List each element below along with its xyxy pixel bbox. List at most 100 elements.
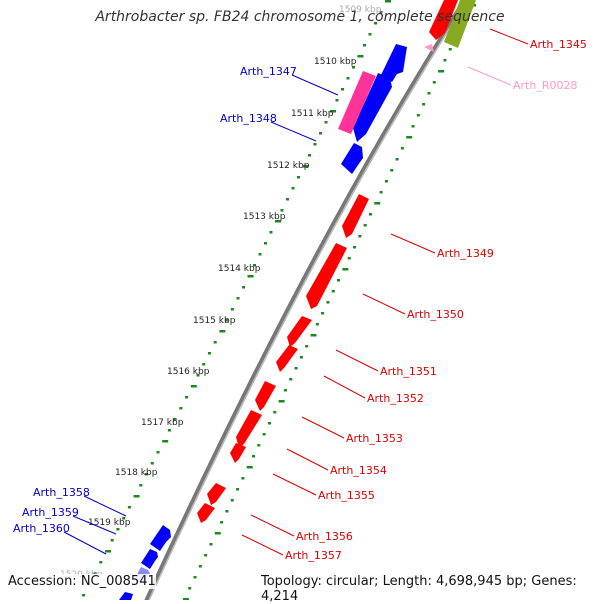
gc-tick [196, 374, 200, 377]
gc-tick [374, 202, 381, 205]
gene-arrow-reverse[interactable] [255, 381, 276, 411]
gc-tick [225, 510, 229, 513]
gc-tick [299, 356, 303, 359]
gene-label-arth_r0028[interactable]: Arth_R0028 [513, 79, 577, 92]
gc-tick [289, 378, 293, 381]
gc-tick [127, 506, 131, 509]
gene-arrow-forward[interactable] [141, 549, 158, 569]
gc-tick [315, 323, 319, 326]
gc-tick [230, 499, 234, 502]
kbp-tick-label: 1516 kbp [167, 367, 210, 377]
gc-tick [99, 561, 103, 564]
callout-line [241, 534, 284, 556]
gc-tick [385, 0, 391, 3]
gc-tick [204, 554, 208, 557]
gene-arrow-forward[interactable] [119, 592, 133, 600]
gene-label-arth_1345[interactable]: Arth_1345 [530, 38, 587, 51]
gc-tick [406, 136, 413, 139]
gc-tick [342, 268, 349, 271]
gene-arrow-reverse[interactable] [429, 0, 458, 40]
gene-label-arth_1359[interactable]: Arth_1359 [22, 506, 79, 519]
gc-tick [302, 165, 309, 168]
gc-tick [122, 517, 126, 520]
gc-tick [198, 565, 202, 568]
gene-label-arth_1352[interactable]: Arth_1352 [367, 392, 424, 405]
gc-tick [337, 279, 341, 282]
gc-tick [384, 180, 388, 183]
kbp-tick-label: 1513 kbp [243, 212, 286, 222]
gene-label-arth_1347[interactable]: Arth_1347 [240, 65, 297, 78]
gene-arrow-reverse[interactable] [230, 443, 246, 463]
kbp-tick-label: 1517 kbp [141, 418, 184, 428]
gc-tick [358, 235, 362, 238]
gene-label-arth_1353[interactable]: Arth_1353 [346, 432, 403, 445]
gene-arrow-reverse[interactable] [306, 243, 347, 309]
gc-tick [236, 297, 240, 300]
kbp-tick-label: 1512 kbp [267, 161, 310, 171]
gc-tick [182, 598, 189, 600]
gc-tick [110, 539, 114, 542]
chromosome-backbone [144, 0, 469, 600]
gene-arrow-forward[interactable] [381, 44, 407, 82]
gc-tick [280, 209, 284, 212]
callout-line [362, 293, 406, 315]
gene-label-arth_1348[interactable]: Arth_1348 [220, 112, 277, 125]
gc-tick [93, 572, 97, 575]
gc-tick [374, 22, 377, 25]
gc-tick [105, 550, 111, 553]
kbp-tick-label: 1514 kbp [218, 264, 261, 274]
gc-tick [190, 385, 197, 388]
gene-label-arth_1358[interactable]: Arth_1358 [33, 486, 90, 499]
gene-arrow-reverse[interactable] [207, 483, 226, 505]
gene-label-arth_1360[interactable]: Arth_1360 [13, 522, 70, 535]
gene-arrow-reverse[interactable] [197, 503, 215, 523]
gc-tick [278, 400, 285, 403]
gc-tick [185, 396, 189, 399]
gc-tick [363, 44, 366, 47]
gc-tick [253, 264, 256, 267]
callout-line [390, 233, 436, 254]
gc-tick [150, 462, 154, 465]
gene-label-arth_1356[interactable]: Arth_1356 [296, 530, 353, 543]
gc-tick [283, 389, 287, 392]
gc-tick [294, 367, 298, 370]
gc-tick [297, 176, 300, 179]
misc-feature[interactable] [444, 0, 476, 48]
gene-label-arth_1351[interactable]: Arth_1351 [380, 365, 437, 378]
gc-tick [202, 363, 206, 366]
gc-tick [363, 224, 367, 227]
gene-arrow-forward[interactable] [353, 73, 392, 142]
trna-feature[interactable] [424, 44, 434, 52]
gene-label-arth_1349[interactable]: Arth_1349 [437, 247, 494, 260]
gc-tick [346, 77, 350, 80]
gc-tick [335, 99, 339, 102]
gene-label-arth_1350[interactable]: Arth_1350 [407, 308, 464, 321]
gene-arrow-reverse[interactable] [276, 345, 298, 372]
gc-tick [286, 198, 289, 201]
accession-label: Accession: NC_008541 [8, 574, 156, 589]
gene-label-arth_1357[interactable]: Arth_1357 [285, 549, 342, 562]
gene-label-arth_1354[interactable]: Arth_1354 [330, 464, 387, 477]
gc-tick [264, 242, 267, 245]
gc-tick [225, 319, 229, 322]
gene-arrow-forward[interactable] [150, 525, 171, 551]
gc-tick [193, 576, 197, 579]
kbp-tick-label: 1511 kbp [291, 109, 334, 119]
gene-arrow-reverse[interactable] [342, 194, 369, 238]
gene-arrow-reverse[interactable] [287, 316, 312, 347]
callout-line [63, 531, 107, 555]
gc-tick [230, 308, 234, 311]
kbp-tick-label: 1519 kbp [88, 518, 131, 528]
rrna-feature[interactable] [338, 71, 376, 134]
gc-tick [395, 158, 399, 161]
gc-tick [427, 92, 431, 95]
gene-label-arth_1355[interactable]: Arth_1355 [318, 489, 375, 502]
gene-arrow-forward[interactable] [341, 143, 363, 174]
gc-tick [242, 286, 245, 289]
callout-line [335, 349, 379, 372]
gc-tick [326, 301, 330, 304]
gene-arrow-reverse[interactable] [236, 410, 262, 448]
gc-tick [411, 125, 415, 128]
gc-tick [167, 429, 171, 432]
